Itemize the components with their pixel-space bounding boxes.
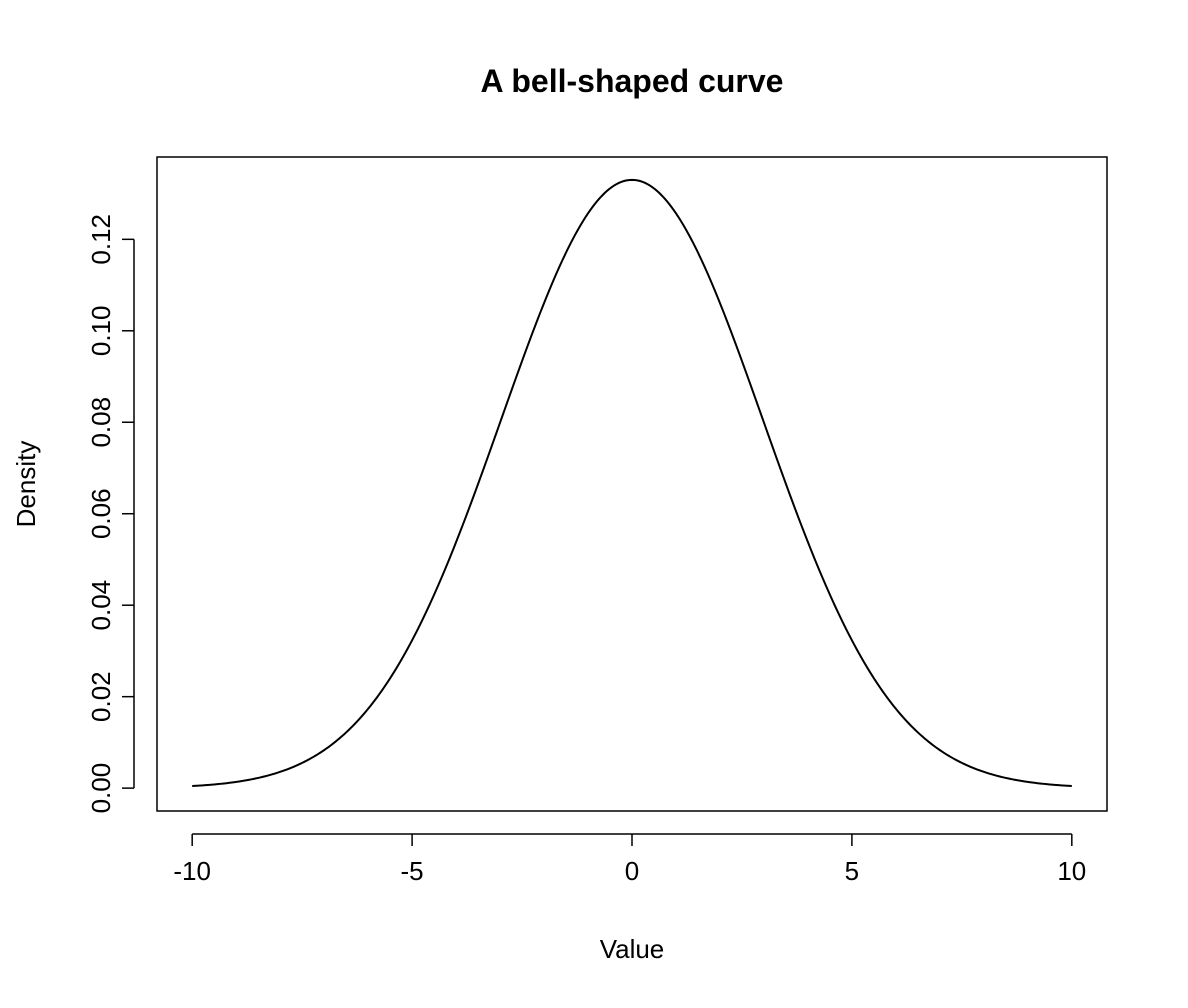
x-tick-label: -10 [173, 856, 211, 886]
chart-title: A bell-shaped curve [481, 63, 784, 99]
y-axis: 0.00 0.02 0.04 0.06 0.08 0.10 0.12 [86, 214, 135, 814]
x-axis: -10 -5 0 5 10 [173, 833, 1086, 886]
y-tick-label: 0.00 [86, 763, 116, 814]
y-tick-label: 0.10 [86, 305, 116, 356]
x-axis-label: Value [600, 934, 665, 964]
x-tick-label: 5 [845, 856, 859, 886]
x-tick-label: -5 [401, 856, 424, 886]
y-tick-label: 0.04 [86, 580, 116, 631]
y-axis-label: Density [11, 441, 41, 528]
series-layer [192, 178, 1072, 788]
density-line [192, 178, 1072, 788]
y-tick-label: 0.02 [86, 671, 116, 722]
y-tick-label: 0.06 [86, 488, 116, 539]
x-tick-label: 10 [1057, 856, 1086, 886]
x-tick-label: 0 [625, 856, 639, 886]
plot-frame [156, 156, 1108, 812]
y-tick-label: 0.12 [86, 214, 116, 265]
y-tick-label: 0.08 [86, 397, 116, 448]
